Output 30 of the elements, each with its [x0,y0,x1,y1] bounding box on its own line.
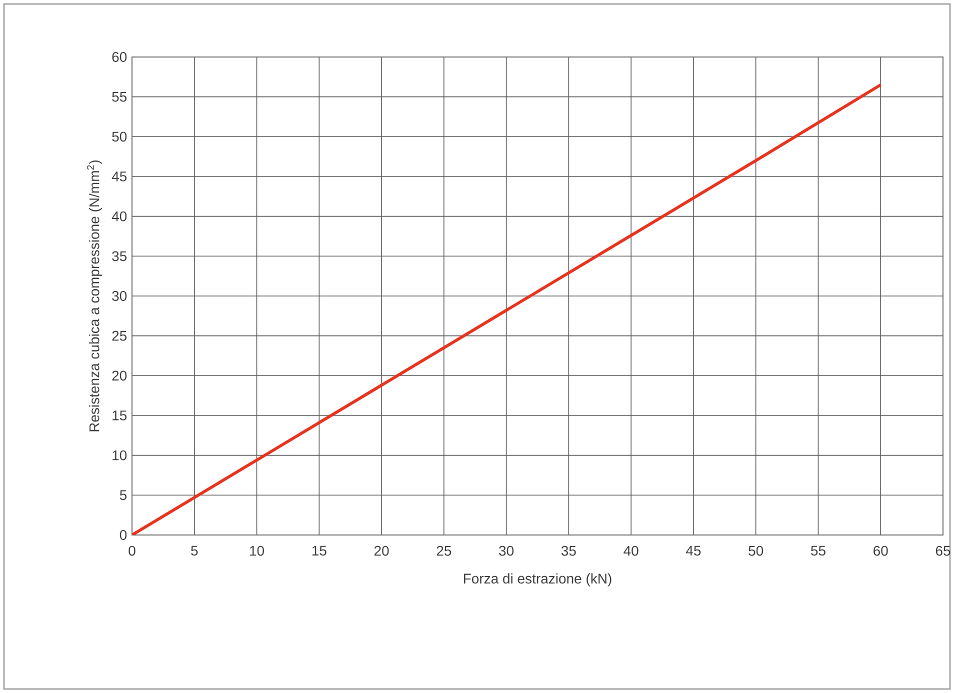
x-tick-label: 65 [936,546,950,556]
x-tick-label: 30 [499,546,514,556]
x-tick-label: 10 [250,546,264,556]
x-tick-label: 35 [561,546,576,556]
line-series [132,83,882,535]
x-tick-label: 50 [748,546,764,556]
y-tick-label: 20 [112,370,127,381]
x-tick-label: 55 [811,546,826,556]
y-tick-label: 15 [112,410,127,420]
y-tick-label: 55 [112,92,127,102]
y-tick-label: 35 [112,251,127,262]
y-tick-label: 10 [112,450,127,460]
x-tick-label: 60 [874,546,888,556]
y-tick-label: 40 [112,211,127,222]
x-tick-label: 20 [374,546,389,556]
x-tick-label: 15 [312,546,326,556]
x-tick-label: 25 [436,546,452,556]
y-tick-label: 5 [120,490,127,500]
x-tick-label: 5 [191,546,198,556]
y-tick-label: 50 [112,132,127,142]
y-axis-title: Resistenza cubica a compressione (N/mm$^{2}$) [87,160,102,432]
x-tick-label: 45 [686,546,701,556]
x-tick-label: 0 [128,546,136,556]
y-tick-label: 30 [112,291,127,301]
y-tick-label: 25 [112,330,127,341]
y-tick-label: 0 [120,530,127,540]
x-tick-label: 40 [624,546,638,556]
y-tick-label: 45 [112,172,127,182]
y-tick-label: 60 [112,52,127,62]
x-axis-title: Forza di estrazione (kN) [464,573,612,586]
